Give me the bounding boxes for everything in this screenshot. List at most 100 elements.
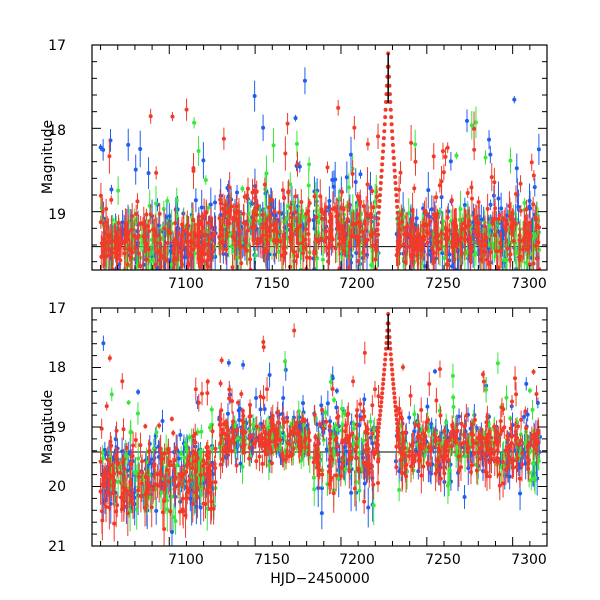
data-point — [138, 221, 143, 226]
data-point — [439, 179, 444, 184]
data-point — [351, 421, 356, 426]
data-point — [369, 215, 374, 220]
data-point — [293, 116, 298, 121]
data-point — [154, 201, 159, 206]
data-point — [501, 283, 505, 287]
data-point — [450, 264, 455, 269]
data-point — [212, 231, 217, 236]
bottom-panel: 17 18 19 20 21 7100 7150 7200 7250 7300 … — [40, 301, 548, 587]
data-point — [483, 243, 488, 248]
data-point — [170, 114, 175, 119]
data-point — [300, 251, 305, 256]
data-point — [328, 379, 333, 384]
data-point — [439, 195, 444, 200]
data-point — [257, 219, 262, 224]
data-point — [327, 199, 332, 204]
data-point — [514, 166, 519, 171]
data-point — [312, 487, 317, 492]
data-point — [482, 224, 487, 229]
flare-point — [380, 162, 385, 167]
data-point — [437, 183, 442, 188]
flare-point — [396, 222, 401, 227]
data-point — [511, 238, 516, 243]
data-point — [250, 190, 255, 195]
data-point — [203, 177, 208, 182]
data-point — [260, 212, 265, 217]
data-point — [327, 243, 332, 248]
flare-point — [377, 199, 382, 204]
data-point — [292, 210, 297, 215]
data-point — [193, 198, 198, 203]
data-point — [245, 193, 250, 198]
data-point — [218, 239, 223, 244]
data-point — [283, 367, 288, 372]
flare-point — [375, 233, 380, 238]
data-point — [342, 411, 347, 416]
data-point — [263, 246, 268, 251]
data-point — [224, 247, 229, 252]
data-point — [350, 171, 355, 176]
data-point — [295, 254, 300, 259]
data-point — [274, 225, 279, 230]
top-xtick-label: 7300 — [511, 276, 547, 292]
top-ytick-label: 19 — [48, 207, 66, 223]
data-point — [175, 257, 180, 262]
flare-point — [389, 115, 394, 120]
flare-point — [392, 168, 397, 173]
data-point — [469, 185, 474, 190]
data-point — [153, 229, 158, 234]
data-point — [173, 221, 178, 226]
data-point — [294, 141, 299, 146]
data-point — [474, 224, 479, 229]
data-point — [350, 222, 355, 227]
data-point — [400, 219, 405, 224]
data-point — [191, 166, 196, 171]
data-point — [528, 234, 533, 239]
data-point — [221, 136, 226, 141]
data-point — [488, 152, 493, 157]
data-point — [468, 259, 473, 264]
data-point — [431, 212, 436, 217]
data-point — [161, 206, 166, 211]
data-point — [522, 200, 527, 205]
data-point — [339, 406, 344, 411]
data-point — [238, 244, 243, 249]
data-point — [434, 195, 439, 200]
data-point — [274, 240, 279, 245]
flare-point — [380, 155, 385, 160]
data-point — [148, 212, 153, 217]
data-point — [483, 155, 488, 160]
data-point — [489, 175, 494, 180]
data-point — [469, 196, 474, 201]
data-point — [354, 251, 359, 256]
data-point — [245, 186, 250, 191]
data-point — [499, 206, 504, 211]
data-point — [248, 257, 253, 262]
flare-point — [395, 210, 400, 215]
data-point — [100, 209, 105, 214]
data-point — [458, 237, 463, 242]
data-point — [488, 250, 493, 255]
top-plot-frame — [91, 44, 548, 271]
data-point — [232, 424, 237, 429]
top-xtick-label: 7100 — [168, 276, 204, 292]
data-point — [432, 215, 437, 220]
data-point — [101, 147, 106, 152]
data-point — [159, 491, 164, 496]
flare-point — [375, 227, 380, 232]
data-point — [500, 217, 505, 222]
data-point — [319, 236, 324, 241]
data-point — [174, 463, 179, 468]
data-point — [493, 206, 498, 211]
data-point — [108, 278, 112, 282]
flare-peak — [374, 51, 403, 249]
data-point — [518, 181, 523, 186]
data-point — [497, 213, 502, 218]
data-point — [198, 505, 203, 510]
data-point — [162, 226, 167, 231]
data-point — [329, 234, 334, 239]
data-point — [148, 259, 153, 264]
data-point — [105, 224, 110, 229]
data-point — [101, 236, 106, 241]
